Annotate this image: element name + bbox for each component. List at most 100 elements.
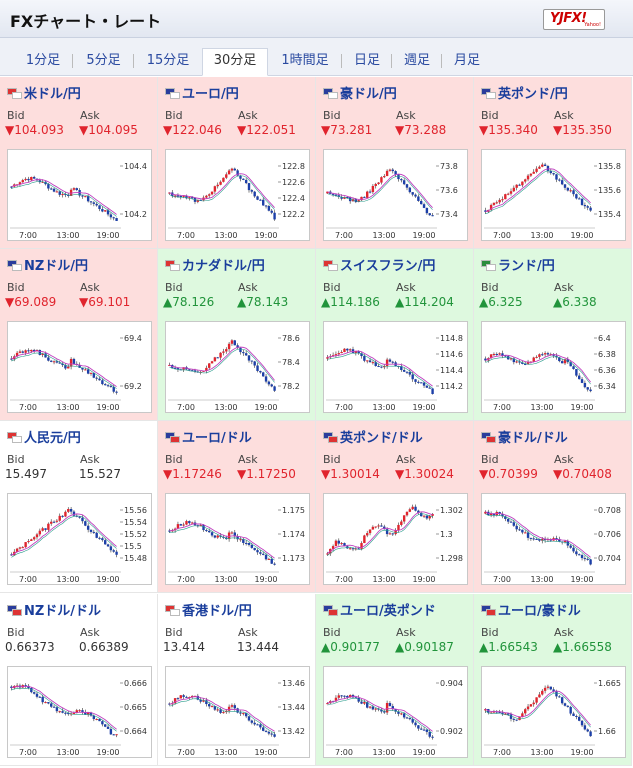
candle-body <box>526 361 530 365</box>
tab-30min[interactable]: 30分足 <box>202 48 268 76</box>
pair-link[interactable]: 人民元/円 <box>7 427 81 446</box>
candlestick-chart[interactable]: 104.4 104.2 7:00 13:00 19:00 <box>7 149 152 241</box>
candlestick-chart[interactable]: 1.302 1.3 1.298 7:00 13:00 19:00 <box>323 493 468 585</box>
candle-body <box>32 176 36 179</box>
pair-link[interactable]: 豪ドル/ドル <box>481 427 568 446</box>
bid-value: ▲114.186 <box>321 295 380 309</box>
candlestick-chart[interactable]: 78.6 78.4 78.2 7:00 13:00 19:00 <box>165 321 310 413</box>
candle-body <box>208 363 211 368</box>
pair-link[interactable]: 英ポンド/円 <box>481 83 568 102</box>
ask-label: Ask <box>554 109 574 122</box>
pair-link[interactable]: 香港ドル/円 <box>165 600 252 619</box>
pair-link[interactable]: 米ドル/円 <box>7 83 81 102</box>
candle-body <box>216 357 219 359</box>
candle-body <box>112 386 115 392</box>
candle-body <box>270 210 273 213</box>
candlestick-chart[interactable]: 15.56 15.54 15.52 15.5 15.48 7:00 13:00 19:00 <box>7 493 152 585</box>
pair-link[interactable]: NZドル/ドル <box>7 600 101 619</box>
candle-body <box>89 712 93 716</box>
pair-name: ランド/円 <box>498 259 555 274</box>
candlestick-chart[interactable]: 135.8 135.6 135.4 7:00 13:00 19:00 <box>481 149 626 241</box>
tab-15min[interactable]: 15分足 <box>146 53 190 68</box>
x-tick-label: 13:00 <box>56 231 79 240</box>
candlestick-chart[interactable]: 0.904 0.902 7:00 13:00 19:00 <box>323 666 468 758</box>
tab-monthly[interactable]: 月足 <box>453 53 480 68</box>
candlestick-chart[interactable]: 1.175 1.174 1.173 7:00 13:00 19:00 <box>165 493 310 585</box>
candle-body <box>334 540 338 547</box>
bid-value: ▼122.046 <box>163 123 222 137</box>
candlestick-chart[interactable]: 1.665 1.66 7:00 13:00 19:00 <box>481 666 626 758</box>
tab-daily[interactable]: 日足 <box>353 53 380 68</box>
candlestick-chart[interactable]: 69.4 69.2 7:00 13:00 19:00 <box>7 321 152 413</box>
moving-average-line <box>169 346 275 381</box>
pair-link[interactable]: ランド/円 <box>481 255 555 274</box>
candlestick-chart[interactable]: 13.46 13.44 13.42 7:00 13:00 19:00 <box>165 666 310 758</box>
y-tick-label: 1.66 <box>598 727 616 736</box>
y-tick-label: 13.44 <box>282 703 305 712</box>
candle-body <box>213 357 217 362</box>
candle-body <box>360 353 363 357</box>
candle-body <box>509 714 513 719</box>
pair-link[interactable]: ユーロ/ドル <box>165 427 252 446</box>
candlestick-chart[interactable]: 73.8 73.6 73.4 7:00 13:00 19:00 <box>323 149 468 241</box>
candle-body <box>230 168 234 171</box>
candle-body <box>515 719 518 721</box>
candle-body <box>208 194 211 196</box>
x-tick-label: 7:00 <box>177 748 195 757</box>
y-tick-label: 114.8 <box>440 334 463 343</box>
candle-body <box>420 512 423 517</box>
candle-body <box>32 692 36 694</box>
candle-body <box>549 686 552 690</box>
candle-body <box>236 170 239 176</box>
candle-body <box>239 347 242 353</box>
candle-body <box>262 553 265 555</box>
candle-body <box>104 540 107 545</box>
candle-body <box>563 359 567 364</box>
candle-body <box>532 171 535 174</box>
candle-body <box>236 536 239 540</box>
moving-average-line-2 <box>11 688 117 732</box>
candle-body <box>538 354 541 357</box>
pair-link[interactable]: スイスフラン/円 <box>323 255 435 274</box>
tab-1hour[interactable]: 1時間足 <box>281 53 329 68</box>
candle-body <box>586 558 589 560</box>
chart-svg: 13.46 13.44 13.42 7:00 13:00 19:00 <box>168 679 305 757</box>
candle-body <box>219 181 222 185</box>
pair-link[interactable]: カナダドル/円 <box>165 255 265 274</box>
candlestick-chart[interactable]: 122.8 122.6 122.4 122.2 7:00 13:00 19:00 <box>165 149 310 241</box>
candle-body <box>55 361 59 363</box>
candle-body <box>233 168 236 171</box>
bid-label: Bid <box>7 453 25 466</box>
candlestick-chart[interactable]: 0.666 0.665 0.664 7:00 13:00 19:00 <box>7 666 152 758</box>
candle-body <box>78 364 81 368</box>
candlestick-chart[interactable]: 6.4 6.38 6.36 6.34 7:00 13:00 19:00 <box>481 321 626 413</box>
candle-body <box>351 548 355 550</box>
candle-body <box>521 529 524 533</box>
candlestick-chart[interactable]: 0.708 0.706 0.704 7:00 13:00 19:00 <box>481 493 626 585</box>
candle-body <box>397 365 400 367</box>
tab-1min[interactable]: 1分足 <box>25 53 61 68</box>
pair-link[interactable]: ユーロ/英ポンド <box>323 600 436 619</box>
candle-body <box>202 700 205 702</box>
pair-link[interactable]: 英ポンド/ドル <box>323 427 423 446</box>
tab-weekly[interactable]: 週足 <box>403 53 430 68</box>
candle-body <box>425 729 429 732</box>
pair-link[interactable]: ユーロ/円 <box>165 83 239 102</box>
candle-body <box>92 202 96 204</box>
y-tick-label: 69.4 <box>124 334 142 343</box>
candlestick-chart[interactable]: 114.8 114.6 114.4 114.2 7:00 13:00 19:00 <box>323 321 468 413</box>
candle-body <box>405 717 409 719</box>
candle-body <box>385 702 389 713</box>
candle-body <box>64 511 67 517</box>
candle-body <box>267 558 271 560</box>
candle-body <box>337 353 340 355</box>
pair-link[interactable]: ユーロ/豪ドル <box>481 600 581 619</box>
bid-label: Bid <box>165 453 183 466</box>
pair-link[interactable]: 豪ドル/円 <box>323 83 397 102</box>
tab-5min[interactable]: 5分足 <box>86 53 121 68</box>
candle-body <box>179 524 182 526</box>
candle-body <box>50 521 53 524</box>
x-tick-label: 19:00 <box>96 575 119 584</box>
yjfx-logo[interactable]: YJFX! Yahoo! <box>543 9 605 30</box>
pair-link[interactable]: NZドル/円 <box>7 255 88 274</box>
